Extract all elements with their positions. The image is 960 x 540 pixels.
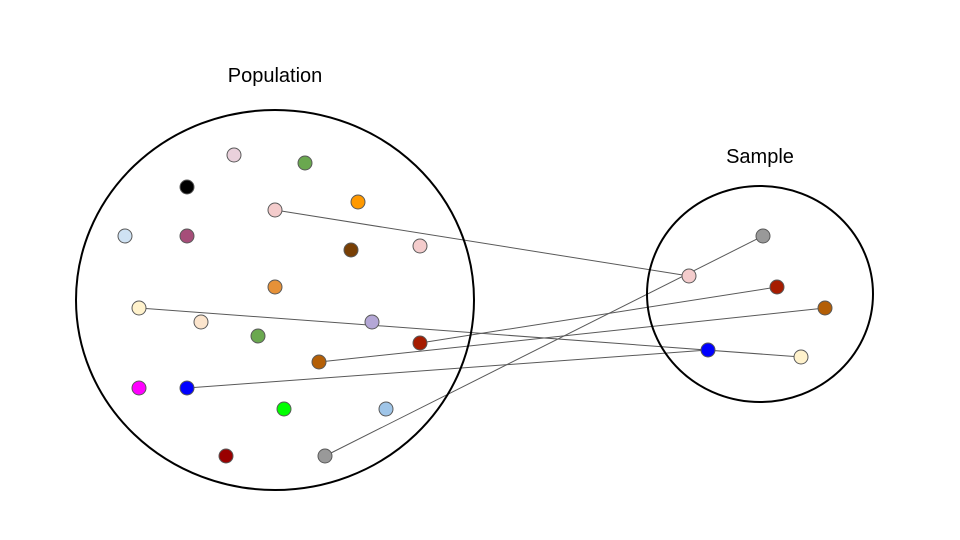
- sample-connector-line-4: [318, 307, 826, 363]
- sample-circle: [646, 185, 874, 403]
- population-dot-cream-11: [131, 300, 147, 316]
- population-dots: [117, 147, 428, 464]
- population-dot-magenta-17: [131, 380, 147, 396]
- sample-dot-pink-1: [681, 268, 697, 284]
- population-dot-gray-22: [317, 448, 333, 464]
- sample-dot-gray-2: [755, 228, 771, 244]
- population-dot-green-2: [297, 155, 313, 171]
- sample-connector-line-1: [274, 209, 690, 277]
- population-dot-light-pink-1: [226, 147, 242, 163]
- sample-connector-line-5: [186, 349, 709, 389]
- sample-dots: [681, 228, 833, 365]
- population-dot-lavender-14: [364, 314, 380, 330]
- sample-dot-burnt-orange-4: [817, 300, 833, 316]
- population-dot-pink-9: [412, 238, 428, 254]
- connector-lines: [138, 209, 826, 457]
- population-dot-bright-green-19: [276, 401, 292, 417]
- population-dot-light-blue-6: [117, 228, 133, 244]
- population-dot-blue-18: [179, 380, 195, 396]
- sample-connector-line-2: [324, 235, 764, 457]
- population-dot-burnt-orange-16: [311, 354, 327, 370]
- population-dot-pink-4: [267, 202, 283, 218]
- population-dot-brown-8: [343, 242, 359, 258]
- population-circle: [75, 109, 475, 491]
- population-dot-orange-10: [267, 279, 283, 295]
- population-dot-orange-5: [350, 194, 366, 210]
- population-dot-peach-12: [193, 314, 209, 330]
- sample-dot-blue-5: [700, 342, 716, 358]
- sample-dot-red-3: [769, 279, 785, 295]
- population-label: Population: [228, 65, 323, 87]
- population-dot-dark-red-21: [218, 448, 234, 464]
- population-dot-mauve-7: [179, 228, 195, 244]
- population-dot-green-13: [250, 328, 266, 344]
- sample-label: Sample: [726, 146, 794, 168]
- population-dot-light-blue-20: [378, 401, 394, 417]
- population-dot-black-3: [179, 179, 195, 195]
- sample-dot-cream-6: [793, 349, 809, 365]
- population-dot-red-15: [412, 335, 428, 351]
- sample-connector-line-6: [138, 307, 802, 358]
